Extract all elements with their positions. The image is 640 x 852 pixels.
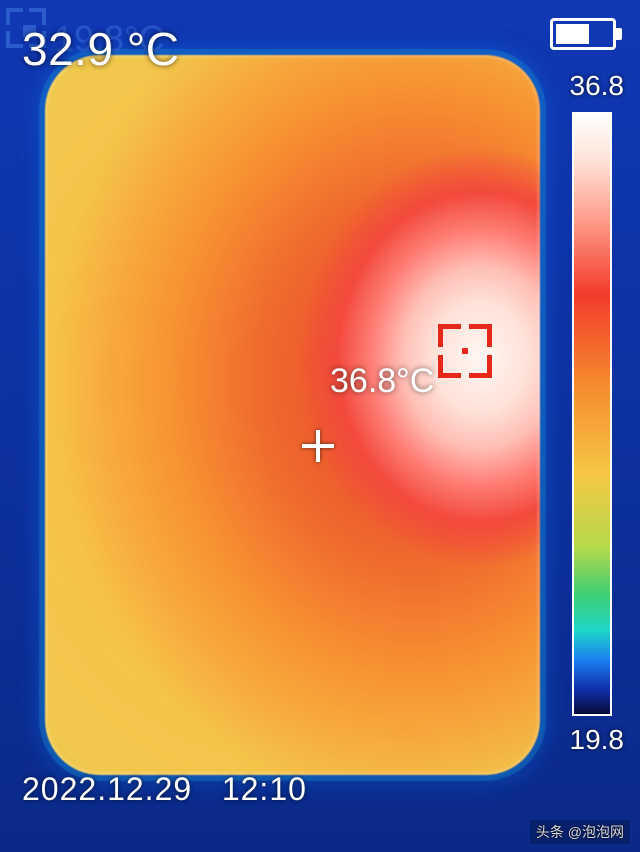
main-temp-readout: 32.9 °C (22, 22, 179, 76)
time: 12:10 (222, 771, 307, 807)
thermal-frame: 19.8°C 32.9 °C 36.8 19.8 36.8°C 2022.12.… (0, 0, 640, 852)
battery-level (556, 24, 589, 44)
colorbar-min-label: 19.8 (570, 724, 625, 756)
date: 2022.12.29 (22, 771, 192, 807)
hot-spot-label: 36.8°C (330, 362, 434, 401)
timestamp: 2022.12.29 12:10 (22, 771, 307, 808)
colorbar-max-label: 36.8 (570, 70, 625, 102)
thermal-hot-region (45, 55, 540, 775)
colorbar (572, 112, 612, 716)
watermark: 头条 @泡泡网 (530, 820, 630, 844)
colorbar-gradient (574, 114, 610, 714)
battery-icon (550, 18, 616, 50)
